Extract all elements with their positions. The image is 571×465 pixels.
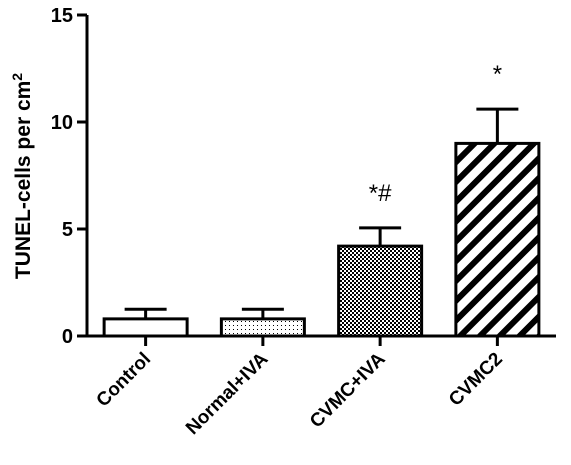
bar-cvmc2 [454, 141, 541, 338]
y-tick-label: 15 [51, 5, 73, 27]
annotations: *# * [369, 61, 502, 207]
y-axis: 0 5 10 15 [51, 5, 89, 348]
significance-annotation: *# [369, 180, 392, 207]
x-axis: Control Normal+IVA CVMC+IVA CVMC2 [85, 334, 556, 439]
bar-normal-iva [219, 317, 306, 338]
x-category-label: CVMC+IVA [306, 348, 390, 432]
significance-annotation: * [493, 61, 502, 88]
y-axis-title: TUNEL-cells per cm2 [9, 73, 35, 279]
bars [102, 141, 541, 338]
error-bars [124, 107, 519, 319]
y-tick-label: 10 [51, 112, 73, 134]
y-tick-label: 5 [62, 219, 73, 241]
y-tick-label: 0 [62, 326, 73, 348]
x-category-label: CVMC2 [445, 349, 507, 411]
bar-control [102, 317, 189, 338]
x-category-label: Control [93, 349, 156, 412]
x-category-label: Normal+IVA [182, 348, 273, 439]
bar-cvmc-iva [337, 244, 424, 338]
